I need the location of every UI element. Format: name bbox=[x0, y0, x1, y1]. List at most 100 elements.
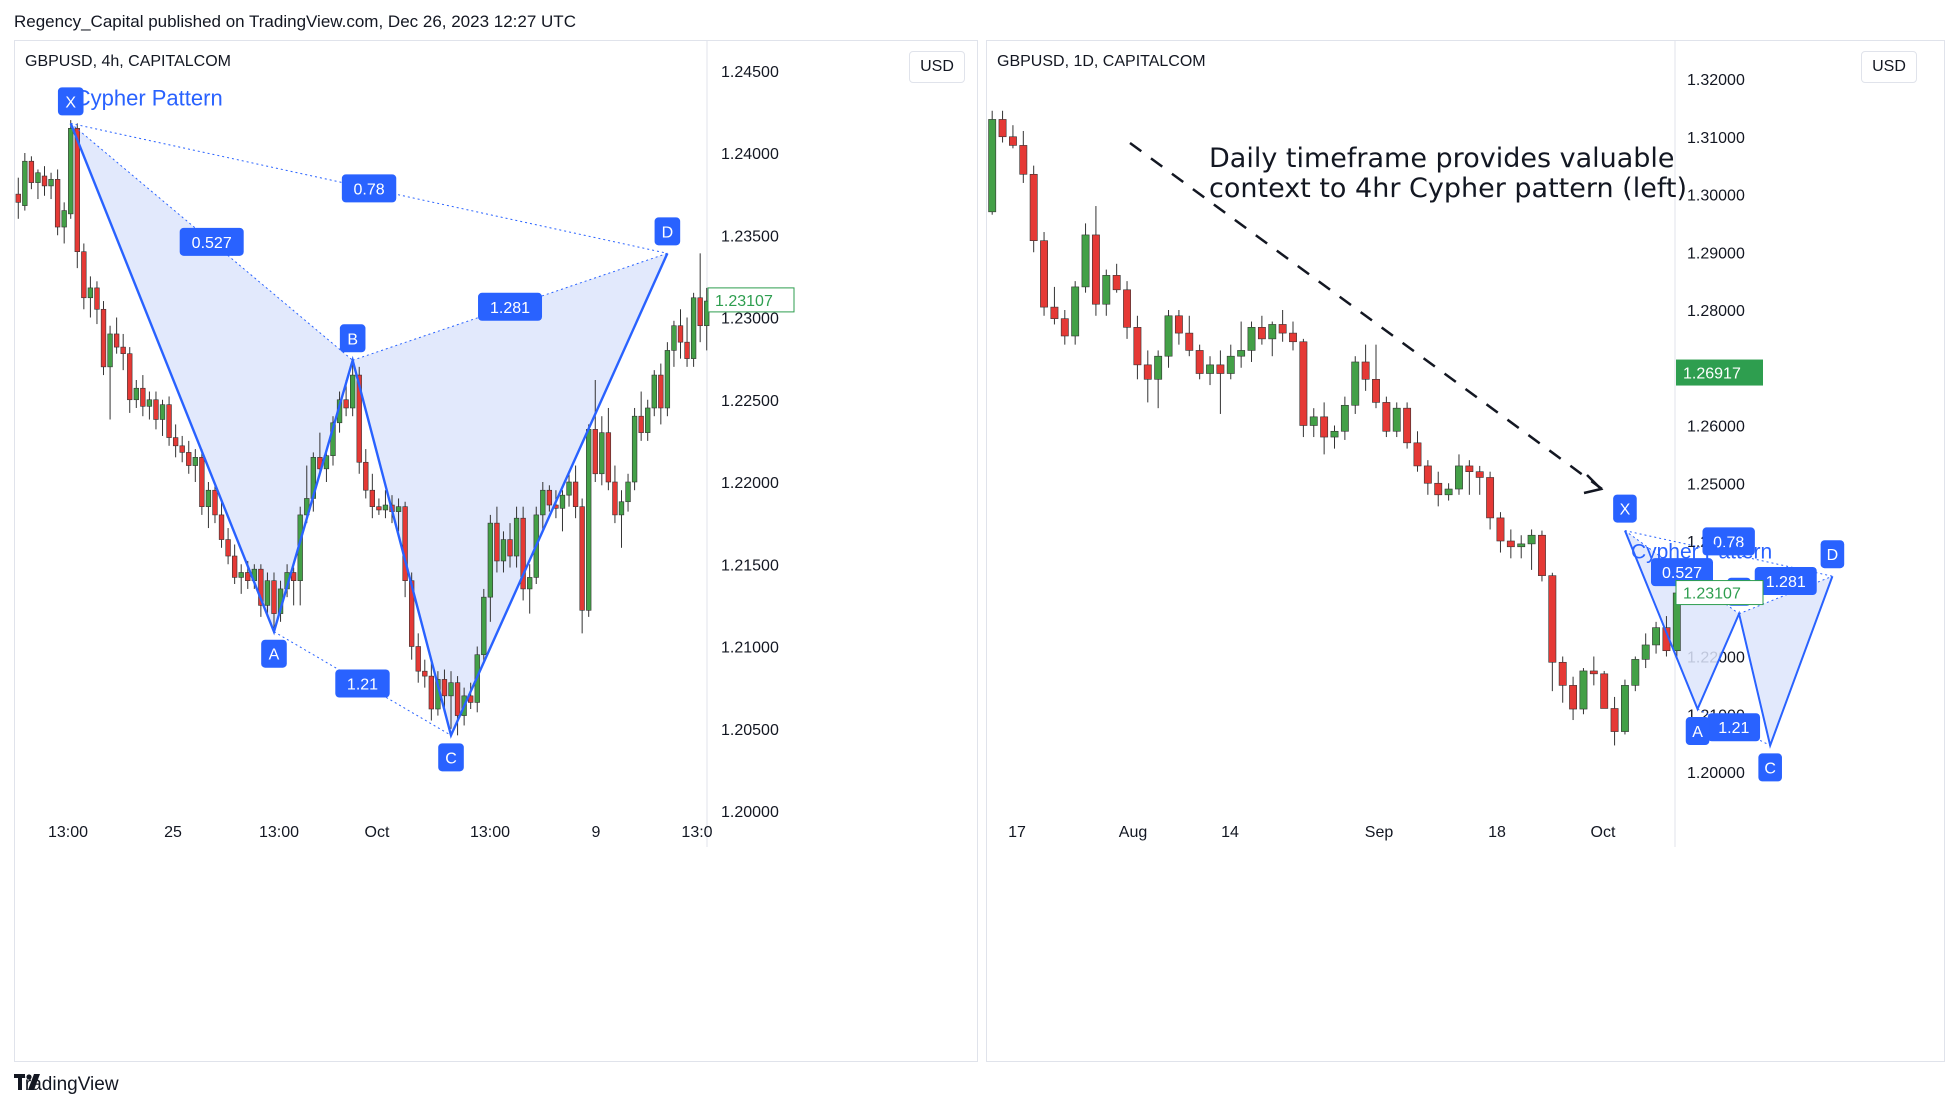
candle-body bbox=[1091, 234, 1100, 305]
candle-body bbox=[1444, 488, 1453, 496]
point-label-d-box bbox=[1820, 540, 1845, 569]
currency-button[interactable]: USD bbox=[1861, 51, 1917, 83]
candle-body bbox=[415, 646, 421, 672]
candle-body bbox=[35, 172, 41, 183]
candle-body bbox=[1558, 661, 1567, 686]
ratio-label-ac: 1.21 bbox=[347, 677, 378, 694]
candle-body bbox=[1538, 534, 1546, 576]
y-tick-label: 1.29000 bbox=[1687, 245, 1745, 262]
symbol-label[interactable]: GBPUSD, 1D, CAPITALCOM bbox=[997, 53, 1206, 70]
y-tick-label: 1.21500 bbox=[721, 557, 779, 574]
candle-body bbox=[1040, 240, 1048, 308]
candle-body bbox=[192, 457, 198, 466]
ratio-line-xb bbox=[70, 123, 353, 361]
candle-body bbox=[41, 175, 48, 187]
candle-body bbox=[87, 287, 94, 299]
candle-body bbox=[153, 399, 159, 420]
candle-body bbox=[100, 308, 107, 368]
candle-body bbox=[1009, 136, 1017, 146]
candle-body bbox=[1195, 350, 1204, 374]
candle-body bbox=[1496, 517, 1505, 542]
candle-body bbox=[402, 506, 408, 581]
candle-body bbox=[494, 522, 500, 562]
x-tick-label: 25 bbox=[164, 824, 182, 841]
candle-body bbox=[1112, 275, 1121, 291]
price-tag-pattern-label: 1.23107 bbox=[1683, 586, 1741, 603]
candle-body bbox=[159, 404, 166, 420]
candle-body bbox=[559, 494, 566, 509]
candle-body bbox=[599, 432, 605, 475]
annotation-text: context to 4hr Cypher pattern (left) bbox=[1209, 173, 1687, 204]
y-tick-label: 1.22500 bbox=[721, 393, 779, 410]
y-tick-label: 1.30000 bbox=[1687, 188, 1745, 205]
candle-body bbox=[677, 325, 684, 343]
candle-body bbox=[1475, 471, 1484, 478]
ratio-label-xd: 0.78 bbox=[353, 181, 384, 198]
candle-body bbox=[625, 481, 631, 503]
candle-body bbox=[1579, 670, 1588, 710]
y-tick-label: 1.23000 bbox=[721, 311, 779, 328]
y-tick-label: 1.32000 bbox=[1687, 72, 1745, 89]
pattern-title: Cypher Pattern bbox=[1631, 541, 1772, 564]
candle-body bbox=[998, 119, 1007, 138]
candle-body bbox=[127, 353, 133, 401]
candle-body bbox=[1652, 627, 1660, 646]
candle-body bbox=[487, 522, 494, 598]
candle-body bbox=[586, 429, 592, 611]
ratio-label-ac-box bbox=[1707, 713, 1761, 742]
candle-body bbox=[258, 568, 264, 606]
candle-body bbox=[1247, 327, 1256, 351]
point-label-c-box bbox=[438, 743, 464, 772]
candle-body bbox=[166, 404, 172, 438]
candle-body bbox=[690, 297, 697, 359]
candle-body bbox=[1123, 289, 1131, 328]
candle-body bbox=[1434, 482, 1443, 496]
price-tag-current-label: 1.26917 bbox=[1683, 366, 1741, 383]
candle-body bbox=[218, 514, 225, 540]
tradingview-logo-icon bbox=[14, 1074, 40, 1090]
price-tag-label: 1.23107 bbox=[715, 293, 773, 310]
candle-body bbox=[1361, 361, 1370, 380]
candle-body bbox=[133, 387, 139, 401]
candle-body bbox=[172, 437, 179, 447]
chart-canvas-1d[interactable]: 1.200001.210001.220001.230001.240001.250… bbox=[987, 41, 1944, 1061]
tradingview-logo[interactable]: TradingView bbox=[14, 1074, 119, 1096]
price-tag-box bbox=[707, 287, 795, 313]
candle-body bbox=[1237, 350, 1246, 357]
y-tick-label: 1.28000 bbox=[1687, 303, 1745, 320]
candle-body bbox=[369, 489, 375, 507]
candle-body bbox=[22, 160, 28, 206]
candle-body bbox=[1610, 708, 1619, 732]
candle-body bbox=[48, 179, 54, 187]
price-tag-current-box bbox=[1676, 359, 1763, 386]
point-label-c: C bbox=[445, 750, 457, 767]
chart-canvas-4h[interactable]: 1.20000 1.20500 1.21000 1.21500 1.22000 1.225… bbox=[15, 41, 977, 1061]
x-tick-label: 13:00 bbox=[470, 824, 510, 841]
y-tick-label: 1.24500 bbox=[721, 64, 779, 81]
candle-body bbox=[1257, 327, 1266, 340]
candle-body bbox=[422, 670, 428, 677]
candle-body bbox=[1060, 318, 1069, 337]
candle-body bbox=[1589, 670, 1598, 675]
candle-body bbox=[454, 682, 461, 716]
candle-body bbox=[1206, 364, 1214, 374]
candle-body bbox=[179, 445, 185, 453]
chart-panel-1d[interactable]: GBPUSD, 1D, CAPITALCOM USD 1.200001.2100… bbox=[986, 40, 1945, 1062]
candle-body bbox=[1050, 306, 1059, 319]
candle-body bbox=[697, 297, 703, 327]
publish-header: Regency_Capital published on TradingView… bbox=[14, 12, 576, 31]
candle-body bbox=[651, 374, 657, 409]
point-label-d-box bbox=[654, 217, 681, 246]
x-tick-label: Sep bbox=[1365, 824, 1394, 841]
symbol-label[interactable]: GBPUSD, 4h, CAPITALCOM bbox=[25, 53, 231, 70]
ratio-label-xd: 0.78 bbox=[1713, 534, 1744, 551]
ratio-label-xb-box bbox=[179, 227, 244, 256]
candle-body bbox=[1226, 355, 1235, 374]
point-label-a-box bbox=[261, 639, 287, 668]
chart-panel-4h[interactable]: GBPUSD, 4h, CAPITALCOM USD 1.20000 1.2050… bbox=[14, 40, 978, 1062]
candle-body bbox=[1351, 361, 1360, 406]
currency-button[interactable]: USD bbox=[909, 51, 965, 83]
candle-body bbox=[527, 577, 533, 590]
pattern-fill-bcd bbox=[1739, 576, 1833, 746]
candle-body bbox=[1517, 543, 1526, 548]
